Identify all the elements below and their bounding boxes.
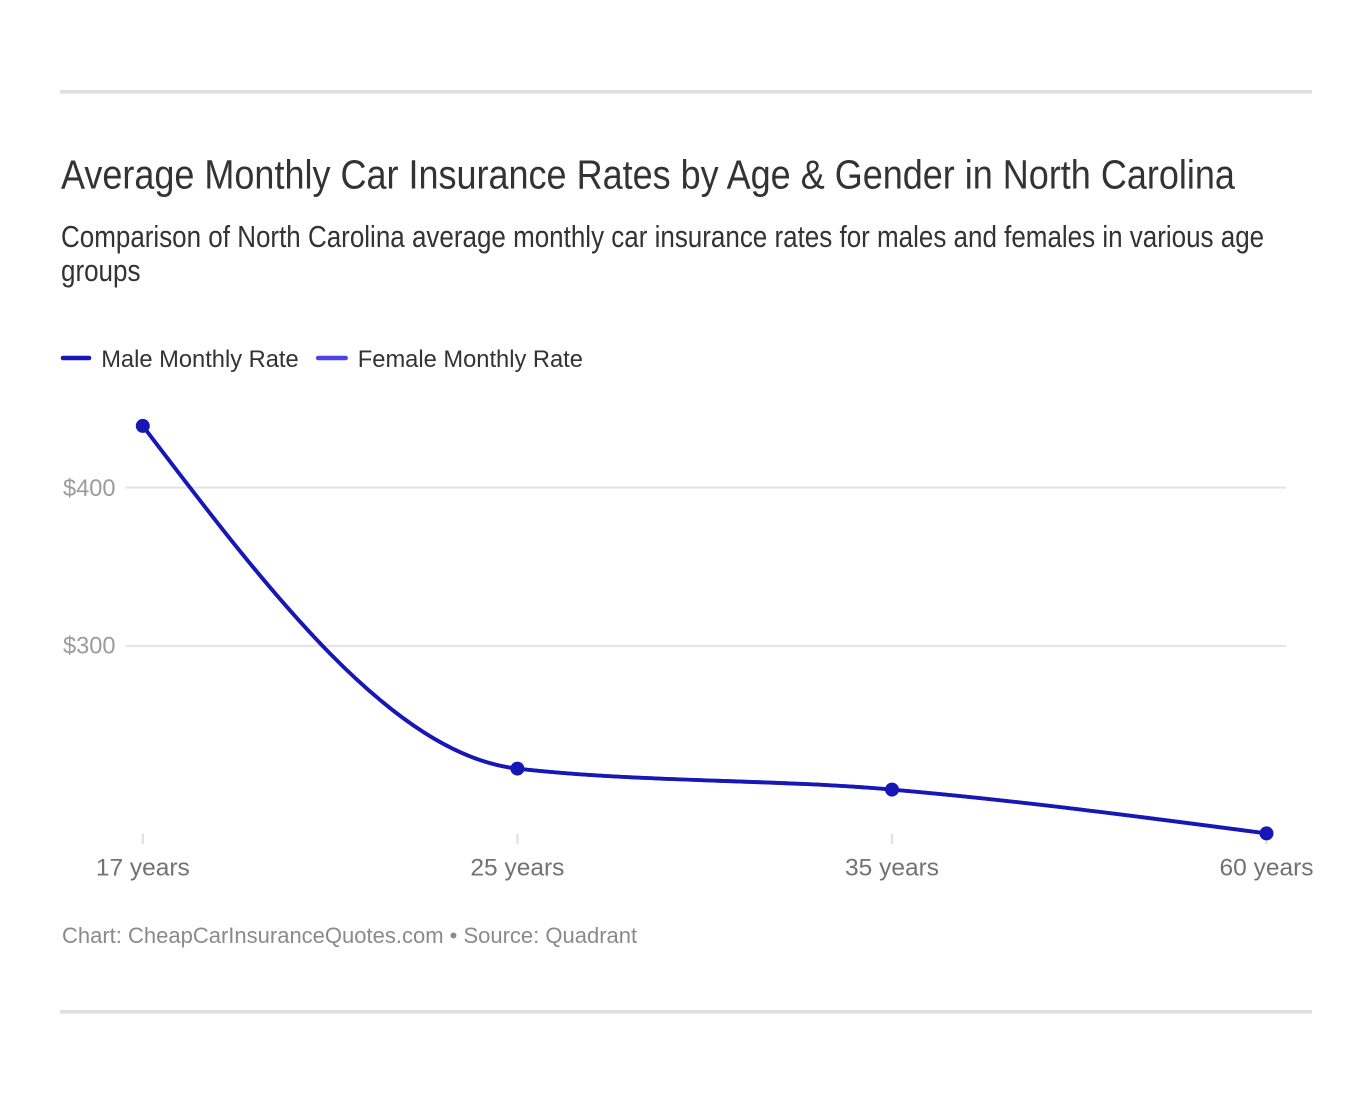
svg-text:$400: $400 [63,476,116,502]
svg-text:$300: $300 [63,634,116,660]
svg-text:Male Monthly Rate: Male Monthly Rate [101,347,298,373]
svg-text:60 years: 60 years [1220,855,1314,882]
svg-text:Chart: CheapCarInsuranceQuotes: Chart: CheapCarInsuranceQuotes.com • Sou… [62,923,637,948]
svg-text:Female Monthly Rate: Female Monthly Rate [358,347,583,373]
svg-text:Average Monthly Car Insurance: Average Monthly Car Insurance Rates by A… [61,153,1236,198]
svg-text:17 years: 17 years [96,855,190,882]
svg-text:groups: groups [61,254,140,287]
svg-text:25 years: 25 years [470,855,564,882]
svg-text:35 years: 35 years [845,855,939,882]
svg-text:Comparison of North Carolina a: Comparison of North Carolina average mon… [61,220,1264,253]
